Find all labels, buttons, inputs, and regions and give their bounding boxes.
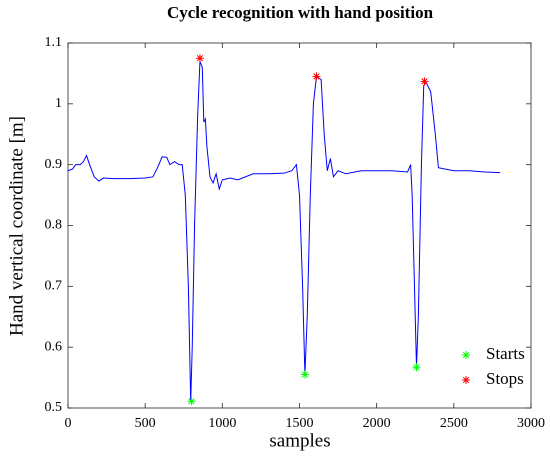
marker	[195, 54, 204, 63]
y-axis-label: Hand vertical coordinate [m]	[6, 116, 27, 336]
marker	[187, 397, 196, 406]
marker	[412, 363, 421, 372]
legend-label: Stops	[486, 369, 524, 388]
x-tick-label: 500	[135, 416, 156, 431]
legend-marker	[462, 376, 470, 384]
x-tick-label: 3000	[517, 416, 545, 431]
marker	[300, 370, 309, 379]
y-tick-label: 0.6	[45, 339, 63, 354]
y-tick-label: 1.1	[45, 35, 63, 50]
y-tick-label: 1	[55, 96, 62, 111]
x-tick-label: 2000	[363, 416, 391, 431]
legend-marker	[462, 351, 470, 359]
x-tick-label: 2500	[440, 416, 468, 431]
x-axis-label: samples	[269, 430, 330, 451]
y-tick-label: 0.7	[45, 279, 63, 294]
y-tick-label: 0.5	[45, 400, 63, 415]
y-tick-label: 0.8	[45, 218, 63, 233]
marker	[420, 77, 429, 86]
x-tick-label: 1000	[208, 416, 236, 431]
x-tick-label: 1500	[286, 416, 314, 431]
marker	[312, 72, 321, 81]
x-tick-label: 0	[65, 416, 72, 431]
legend-label: Starts	[486, 344, 525, 363]
chart-title: Cycle recognition with hand position	[167, 3, 434, 22]
data-line	[67, 61, 501, 402]
y-tick-label: 0.9	[45, 157, 63, 172]
